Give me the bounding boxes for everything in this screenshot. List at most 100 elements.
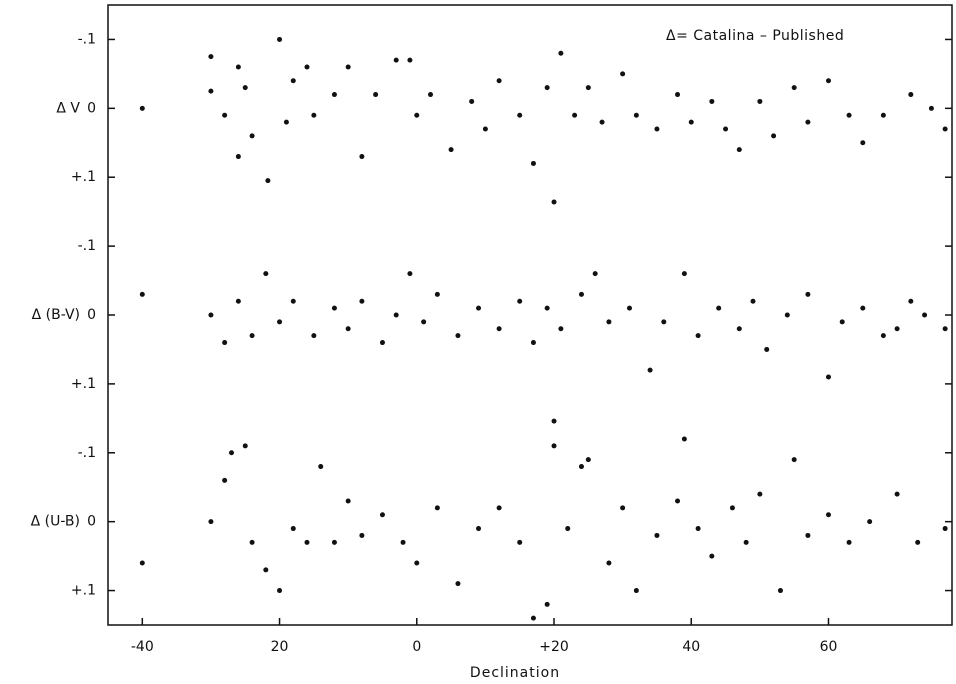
point (846, 112, 852, 118)
y-tick-label: 0 (87, 514, 96, 530)
point (688, 119, 694, 125)
point (208, 88, 214, 94)
point (764, 346, 770, 352)
point (263, 271, 269, 277)
point (517, 112, 523, 118)
point (551, 418, 557, 424)
point (222, 112, 228, 118)
point (331, 539, 337, 545)
y-axis-label: Δ (U-B) (31, 514, 80, 530)
point (544, 85, 550, 91)
point (578, 464, 584, 470)
point (455, 333, 461, 339)
point (578, 291, 584, 297)
point (743, 539, 749, 545)
y-tick-label: 0 (87, 307, 96, 323)
y-tick-label: +.1 (71, 583, 96, 599)
point (235, 154, 241, 160)
point (304, 539, 310, 545)
point (496, 326, 502, 332)
point (805, 291, 811, 297)
point (318, 464, 324, 470)
point (139, 291, 145, 297)
point (908, 298, 914, 304)
point (805, 532, 811, 538)
point (469, 98, 475, 104)
point (222, 340, 228, 346)
point (242, 85, 248, 91)
point (331, 92, 337, 98)
point (482, 126, 488, 132)
y-axis-label: Δ (B-V) (32, 307, 80, 323)
point (606, 319, 612, 325)
x-axis-label: Declination (470, 665, 560, 681)
y-tick-label: -.1 (78, 445, 96, 461)
point (139, 105, 145, 111)
point (229, 450, 235, 456)
point (565, 526, 571, 532)
point (359, 298, 365, 304)
point (915, 539, 921, 545)
point (558, 326, 564, 332)
point (208, 54, 214, 60)
point (661, 319, 667, 325)
x-tick-label: -40 (131, 639, 154, 655)
point (791, 85, 797, 91)
point (633, 112, 639, 118)
point (434, 505, 440, 511)
point (290, 298, 296, 304)
point (784, 312, 790, 318)
point (139, 560, 145, 566)
point (345, 498, 351, 504)
point (942, 326, 948, 332)
point (290, 78, 296, 84)
point (530, 160, 536, 166)
point (265, 178, 271, 184)
point (530, 615, 536, 621)
point (235, 298, 241, 304)
point (551, 443, 557, 449)
x-tick-label: +20 (539, 639, 569, 655)
point (709, 553, 715, 559)
point (757, 98, 763, 104)
point (517, 539, 523, 545)
point (585, 457, 591, 463)
point (626, 305, 632, 311)
point (647, 367, 653, 373)
point (633, 588, 639, 594)
point (777, 588, 783, 594)
point (242, 443, 248, 449)
y-axis-label: Δ V (56, 100, 80, 116)
point (942, 526, 948, 532)
point (654, 532, 660, 538)
point (805, 119, 811, 125)
y-tick-label: -.1 (78, 238, 96, 254)
y-tick-label: 0 (87, 100, 96, 116)
x-tick-label: 60 (820, 639, 838, 655)
point (414, 560, 420, 566)
point (208, 519, 214, 525)
point (860, 140, 866, 146)
point (695, 333, 701, 339)
point (942, 126, 948, 132)
point (894, 326, 900, 332)
point (277, 588, 283, 594)
point (846, 539, 852, 545)
point (716, 305, 722, 311)
point (421, 319, 427, 325)
point (283, 119, 289, 125)
y-tick-label: +.1 (71, 376, 96, 392)
point (373, 92, 379, 98)
point (620, 505, 626, 511)
point (860, 305, 866, 311)
point (675, 498, 681, 504)
point (359, 154, 365, 160)
point (736, 326, 742, 332)
point (407, 271, 413, 277)
point (455, 581, 461, 587)
point (304, 64, 310, 70)
point (922, 312, 928, 318)
point (407, 57, 413, 63)
point (825, 512, 831, 518)
